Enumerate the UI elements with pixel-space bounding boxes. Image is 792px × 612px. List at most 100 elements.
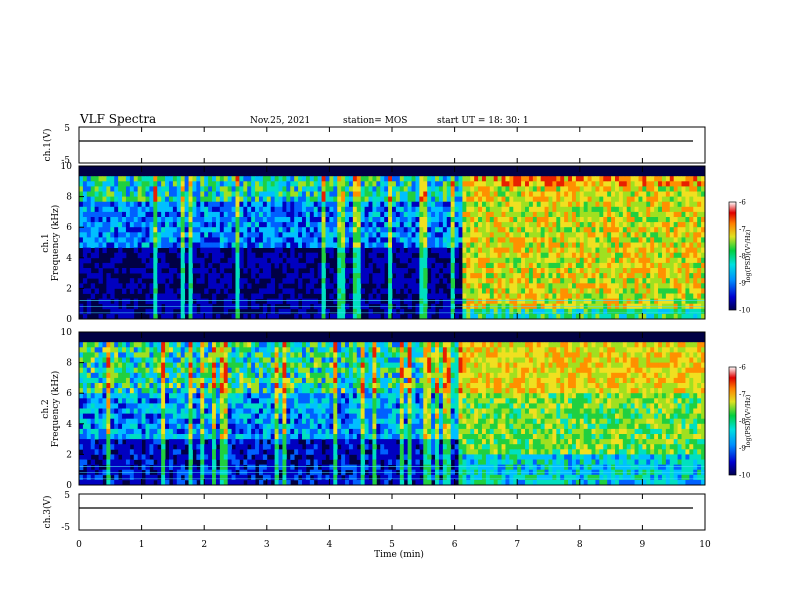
spectrogram-cell bbox=[446, 176, 452, 182]
spectrogram-cell bbox=[266, 176, 272, 182]
spectrogram-cell bbox=[145, 454, 150, 460]
spectrogram-cell bbox=[161, 298, 166, 305]
spectrogram-cell bbox=[419, 217, 424, 223]
spectrogram-cell bbox=[384, 313, 389, 320]
spectrogram-cell bbox=[125, 298, 131, 305]
spectrogram-cell bbox=[98, 352, 103, 358]
spectrogram-cell bbox=[208, 201, 213, 208]
spectrogram-cell bbox=[388, 191, 393, 197]
spectrogram-cell bbox=[325, 313, 330, 320]
spectrogram-cell bbox=[223, 418, 229, 425]
spectrogram-cell bbox=[157, 222, 162, 228]
spectrogram-cell bbox=[677, 227, 682, 233]
spectrogram-cell bbox=[90, 191, 96, 197]
spectrogram-cell bbox=[278, 191, 283, 197]
spectrogram-cell bbox=[626, 308, 632, 315]
spectrogram-cell bbox=[180, 268, 186, 274]
spectrogram-cell bbox=[258, 293, 264, 299]
spectrogram-cell bbox=[231, 377, 236, 384]
spectrogram-cell bbox=[208, 398, 213, 404]
spectrogram-cell bbox=[98, 388, 103, 394]
spectrogram-cell bbox=[137, 418, 142, 425]
spectrogram-cell bbox=[497, 206, 502, 213]
spectrogram-cell bbox=[341, 273, 346, 279]
spectrogram-cell bbox=[82, 398, 88, 404]
spectrogram-cell bbox=[141, 186, 146, 192]
spectrogram-cell bbox=[438, 288, 444, 294]
spectrogram-cell bbox=[251, 237, 256, 243]
spectrogram-cell bbox=[701, 247, 706, 254]
spectrogram-cell bbox=[165, 237, 170, 243]
spectrogram-cell bbox=[528, 186, 534, 192]
spectrogram-cell bbox=[392, 308, 397, 315]
spectrogram-cell bbox=[157, 383, 162, 389]
spectrogram-cell bbox=[544, 247, 549, 254]
spectrogram-cell bbox=[403, 237, 409, 243]
spectrogram-cell bbox=[157, 459, 162, 465]
spectrogram-cell bbox=[157, 372, 162, 379]
spectrogram-cell bbox=[309, 227, 315, 233]
spectrogram-cell bbox=[685, 222, 690, 228]
spectrogram-cell bbox=[133, 434, 139, 440]
spectrogram-cell bbox=[223, 308, 229, 315]
spectrogram-cell bbox=[415, 262, 420, 269]
spectrogram-cell bbox=[536, 293, 542, 299]
spectrogram-cell bbox=[196, 377, 201, 384]
spectrogram-cell bbox=[305, 181, 311, 187]
spectrogram-cell bbox=[395, 196, 401, 203]
spectrogram-cell bbox=[419, 186, 424, 192]
spectrogram-cell bbox=[219, 444, 225, 450]
spectrogram-cell bbox=[317, 232, 322, 238]
spectrogram-cell bbox=[380, 217, 385, 223]
spectrogram-cell bbox=[204, 186, 209, 192]
spectrogram-cell bbox=[435, 206, 440, 213]
spectrogram-cell bbox=[575, 176, 581, 182]
spectrogram-cell bbox=[215, 247, 221, 254]
spectrogram-cell bbox=[466, 186, 471, 192]
spectrogram-cell bbox=[435, 247, 440, 254]
spectrogram-cell bbox=[352, 191, 358, 197]
spectrogram-cell bbox=[200, 423, 205, 430]
spectrogram-cell bbox=[489, 278, 495, 284]
spectrogram-cell bbox=[125, 308, 131, 315]
spectrogram-cell bbox=[172, 196, 178, 203]
spectrogram-cell bbox=[501, 232, 506, 238]
spectrogram-cell bbox=[278, 242, 283, 248]
spectrogram-cell bbox=[493, 252, 499, 259]
spectrogram-cell bbox=[556, 313, 561, 320]
spectrogram-cell bbox=[215, 408, 221, 414]
spectrogram-cell bbox=[599, 201, 604, 208]
spectrogram-cell bbox=[352, 283, 358, 289]
spectrogram-cell bbox=[235, 352, 240, 358]
spectrogram-cell bbox=[102, 434, 107, 440]
spectrogram-cell bbox=[122, 393, 127, 399]
spectrogram-cell bbox=[223, 428, 229, 435]
spectrogram-cell bbox=[255, 211, 260, 218]
spectrogram-cell bbox=[247, 217, 252, 223]
spectrogram-cell bbox=[658, 288, 663, 294]
spectrogram-cell bbox=[118, 232, 123, 238]
spectrogram-cell bbox=[341, 293, 346, 299]
spectrogram-cell bbox=[622, 176, 628, 182]
spectrogram-cell bbox=[294, 211, 299, 218]
spectrogram-cell bbox=[204, 403, 209, 409]
spectrogram-cell bbox=[415, 232, 420, 238]
spectrogram-cell bbox=[79, 398, 84, 404]
spectrogram-cell bbox=[638, 196, 643, 203]
spectrogram-cell bbox=[192, 222, 197, 228]
spectrogram-cell bbox=[485, 191, 491, 197]
spectrogram-cell bbox=[603, 313, 608, 320]
spectrogram-cell bbox=[380, 303, 385, 310]
ch1-spectrogram-ylabel-channel: ch.1 bbox=[41, 233, 51, 252]
spectrogram-cell bbox=[513, 196, 518, 203]
spectrogram-cell bbox=[697, 176, 702, 182]
spectrogram-cell bbox=[200, 372, 205, 379]
spectrogram-cell bbox=[102, 232, 107, 238]
spectrogram-cell bbox=[411, 247, 416, 254]
spectrogram-cell bbox=[489, 293, 495, 299]
spectrogram-cell bbox=[219, 217, 225, 223]
spectrogram-cell bbox=[630, 237, 635, 243]
spectrogram-cell bbox=[86, 196, 92, 203]
spectrogram-cell bbox=[630, 257, 635, 264]
spectrogram-cell bbox=[544, 176, 549, 182]
